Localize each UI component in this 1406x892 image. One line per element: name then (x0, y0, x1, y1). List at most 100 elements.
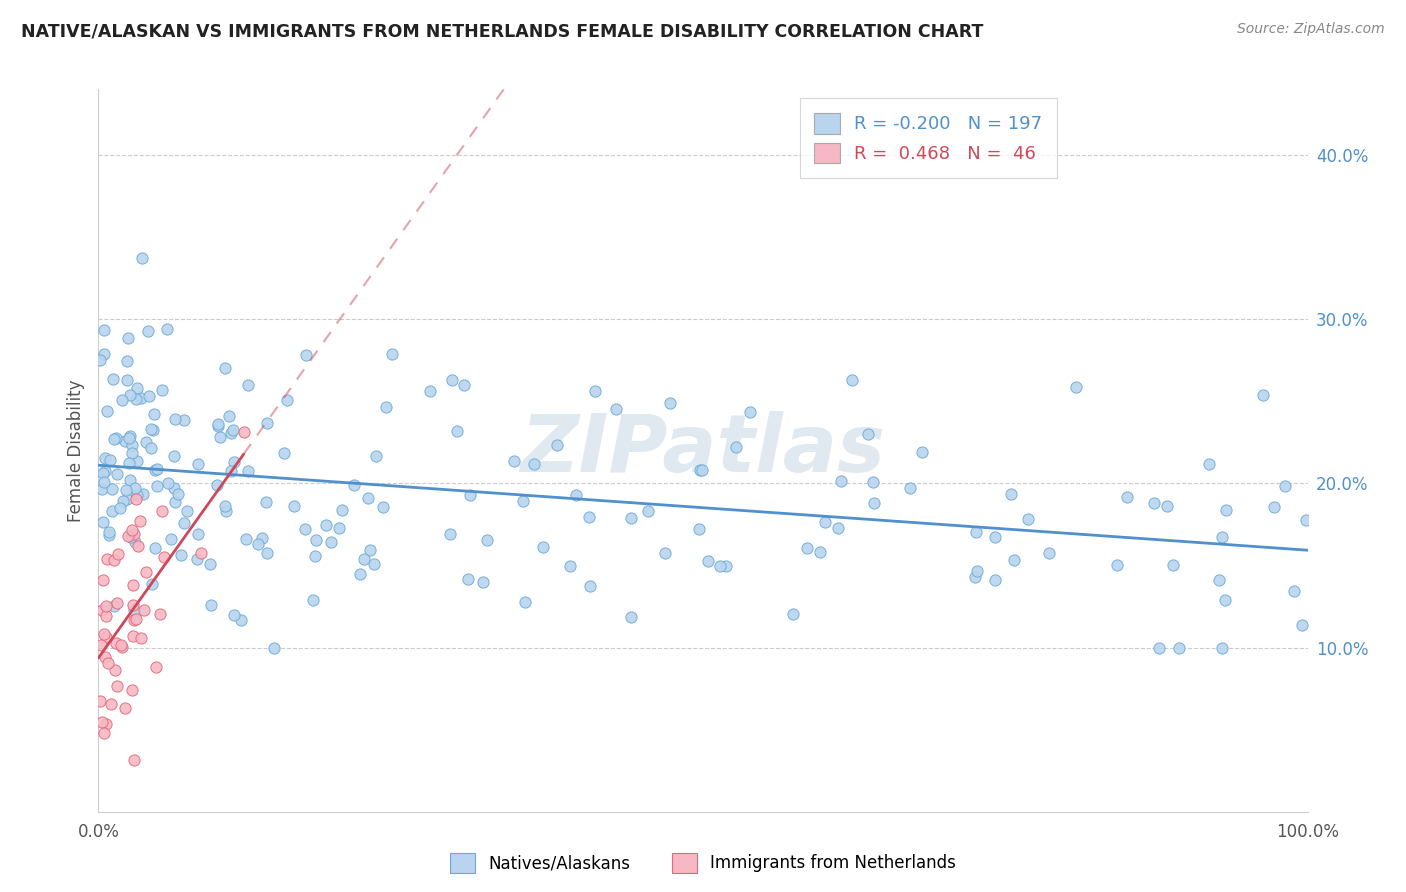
Point (207, 419, 229, 434)
Point (122, 527, 145, 541)
Point (121, 628, 143, 642)
Point (111, 494, 134, 508)
Point (457, 572, 479, 586)
Point (125, 612, 148, 626)
Point (546, 438, 568, 452)
Point (96, 608, 118, 623)
Point (110, 500, 132, 515)
Point (145, 659, 167, 673)
Point (98, 453, 121, 467)
Point (156, 322, 179, 336)
Point (446, 424, 468, 438)
Point (439, 526, 461, 541)
Point (187, 458, 209, 472)
Point (1002, 553, 1025, 567)
Point (252, 531, 274, 545)
Point (190, 546, 212, 560)
Point (827, 521, 849, 535)
Point (565, 488, 588, 502)
Point (120, 530, 142, 544)
Point (984, 530, 1007, 544)
Point (96, 630, 118, 644)
Point (124, 392, 146, 407)
Point (163, 495, 186, 509)
Point (343, 477, 366, 491)
Point (138, 389, 160, 403)
Point (205, 478, 228, 492)
Point (127, 539, 149, 553)
Point (808, 545, 831, 559)
Point (453, 377, 475, 392)
Point (118, 456, 141, 470)
Legend: R = -0.200   N = 197, R =  0.468   N =  46: R = -0.200 N = 197, R = 0.468 N = 46 (800, 98, 1057, 178)
Point (697, 554, 720, 568)
Point (115, 354, 138, 368)
Point (215, 504, 238, 518)
Legend: Natives/Alaskans, Immigrants from Netherlands: Natives/Alaskans, Immigrants from Nether… (443, 847, 963, 880)
Point (121, 438, 143, 452)
Point (477, 533, 499, 547)
Point (1291, 617, 1313, 632)
Point (560, 558, 582, 573)
Point (315, 518, 337, 533)
Point (690, 462, 713, 476)
Point (305, 533, 328, 548)
Point (157, 476, 180, 491)
Point (381, 347, 404, 361)
Point (90, 638, 112, 652)
Point (93, 466, 115, 480)
Point (841, 373, 863, 387)
Point (163, 412, 186, 426)
Point (738, 405, 761, 419)
Point (167, 487, 190, 501)
Point (531, 540, 554, 554)
Point (94, 464, 117, 478)
Point (131, 251, 153, 265)
Point (813, 515, 835, 529)
Point (353, 551, 375, 566)
Point (103, 553, 125, 567)
Point (782, 607, 804, 622)
Point (357, 491, 380, 505)
Point (472, 574, 495, 589)
Point (136, 324, 159, 338)
Point (364, 450, 387, 464)
Point (132, 603, 155, 617)
Point (654, 545, 676, 559)
Point (371, 500, 394, 515)
Point (512, 493, 534, 508)
Point (111, 392, 134, 407)
Point (114, 701, 136, 715)
Point (149, 607, 172, 621)
Point (522, 458, 544, 472)
Point (187, 527, 209, 541)
Point (911, 445, 934, 459)
Point (283, 500, 305, 514)
Point (218, 409, 240, 424)
Point (145, 479, 167, 493)
Point (91, 714, 114, 729)
Point (94, 451, 117, 466)
Point (222, 607, 245, 622)
Point (219, 464, 242, 478)
Point (247, 536, 270, 550)
Point (222, 423, 245, 437)
Text: Source: ZipAtlas.com: Source: ZipAtlas.com (1237, 22, 1385, 37)
Point (1064, 380, 1087, 394)
Point (110, 638, 132, 652)
Point (214, 499, 236, 513)
Point (100, 698, 122, 712)
Point (503, 454, 526, 468)
Point (1208, 574, 1230, 588)
Point (328, 521, 350, 535)
Point (128, 515, 150, 529)
Point (1263, 500, 1285, 514)
Point (725, 440, 748, 454)
Point (122, 602, 145, 616)
Point (94, 599, 117, 614)
Point (146, 462, 169, 476)
Point (229, 613, 252, 627)
Point (117, 529, 139, 543)
Point (796, 541, 818, 556)
Point (163, 481, 186, 495)
